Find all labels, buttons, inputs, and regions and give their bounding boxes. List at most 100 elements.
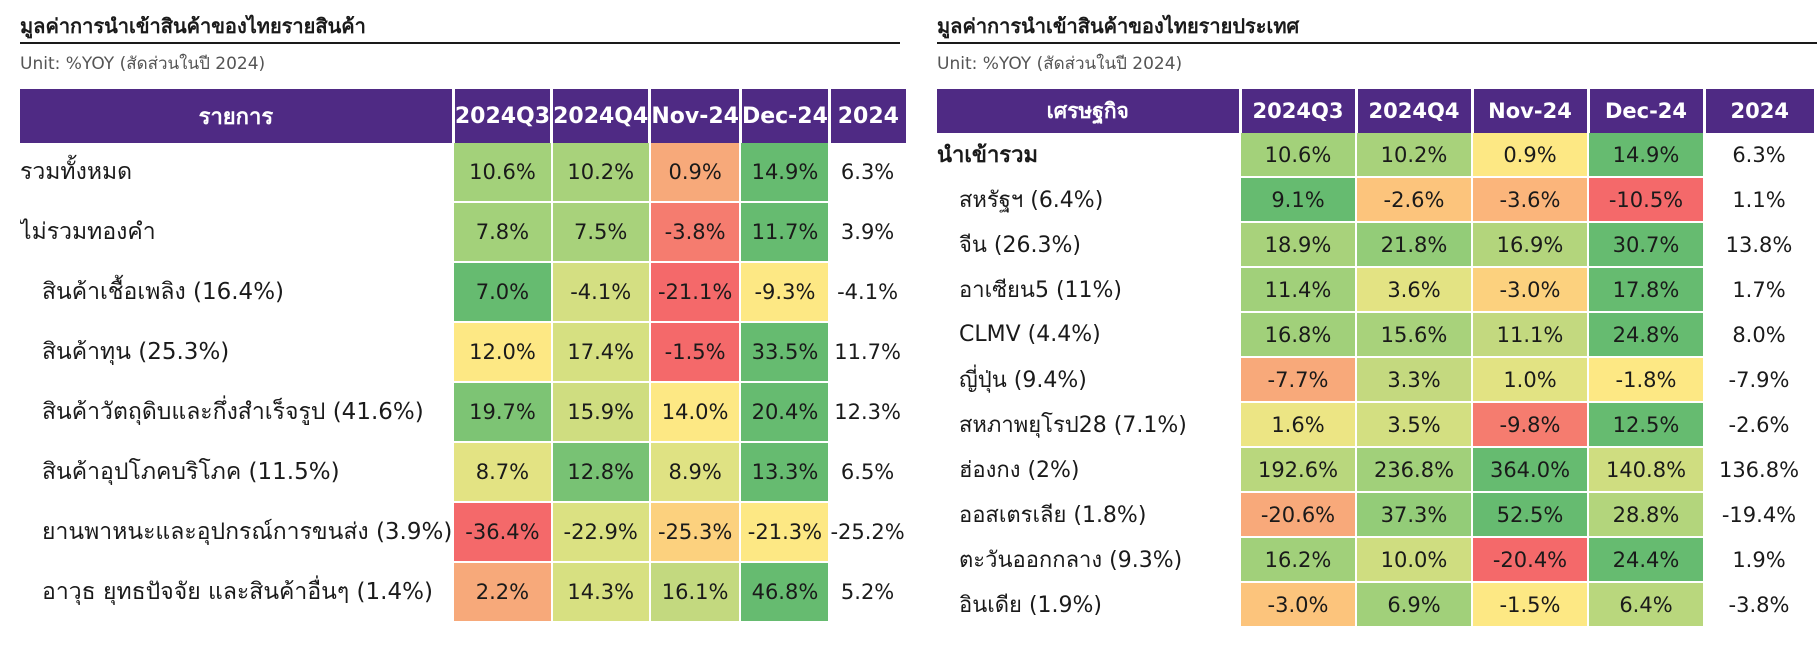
row-label: สินค้าทุน (25.3%) — [20, 322, 455, 383]
heat-cell: 12.8% — [551, 442, 651, 503]
row-label: ออสเตรเลีย (1.8%) — [937, 492, 1241, 538]
heat-cell: 8.9% — [649, 442, 742, 503]
heat-cell: 10.2% — [1356, 133, 1473, 178]
heat-cell: -20.4% — [1472, 537, 1589, 583]
table-row: อินเดีย (1.9%) -3.0% 6.9% -1.5% 6.4% -3.8% — [937, 582, 1815, 628]
heat-cell: -7.7% — [1240, 357, 1357, 403]
annual-value-cell: -7.9% — [1704, 357, 1815, 403]
table-row: จีน (26.3%) 18.9% 21.8% 16.9% 30.7% 13.8% — [937, 222, 1815, 268]
heat-cell: -36.4% — [453, 502, 553, 563]
heat-cell: 14.9% — [1588, 133, 1705, 178]
column-header: 2024 — [829, 89, 906, 143]
unit-note: Unit: %YOY (สัดส่วนในปี 2024) — [937, 54, 1183, 74]
heat-cell: 14.3% — [551, 562, 651, 623]
annual-value-cell: 136.8% — [1704, 447, 1815, 493]
heat-cell: 37.3% — [1356, 492, 1473, 538]
heat-cell: 1.0% — [1472, 357, 1589, 403]
product-imports-table: รายการ 2024Q3 2024Q4 Nov-24 Dec-24 2024 … — [20, 89, 907, 623]
heat-cell: -25.3% — [649, 502, 742, 563]
annual-value-cell: 1.1% — [1704, 177, 1815, 223]
heat-cell: 7.5% — [551, 202, 651, 263]
table-row: สินค้าทุน (25.3%) 12.0% 17.4% -1.5% 33.5% 11.… — [20, 322, 907, 383]
heat-cell: 21.8% — [1356, 222, 1473, 268]
annual-value-cell: 6.5% — [829, 442, 907, 503]
annual-value-cell: 8.0% — [1704, 312, 1815, 358]
heat-cell: 52.5% — [1472, 492, 1589, 538]
column-header: 2024 — [1704, 89, 1814, 133]
column-header: Dec-24 — [740, 89, 831, 143]
heat-cell: -1.5% — [649, 322, 742, 383]
annual-value-cell: 1.9% — [1704, 537, 1815, 583]
annual-value-cell: -19.4% — [1704, 492, 1815, 538]
header-row: เศรษฐกิจ 2024Q3 2024Q4 Nov-24 Dec-24 202… — [937, 89, 1814, 133]
row-label: อาเซียน5 (11%) — [937, 267, 1241, 313]
heat-cell: 24.4% — [1588, 537, 1705, 583]
header-row: รายการ 2024Q3 2024Q4 Nov-24 Dec-24 2024 — [20, 89, 906, 143]
heat-cell: -10.5% — [1588, 177, 1705, 223]
column-header: 2024Q4 — [551, 89, 652, 143]
title-divider — [937, 42, 1817, 44]
heat-cell: 17.8% — [1588, 267, 1705, 313]
heat-cell: 13.3% — [740, 442, 831, 503]
country-imports-table: เศรษฐกิจ 2024Q3 2024Q4 Nov-24 Dec-24 202… — [937, 89, 1815, 628]
row-label: CLMV (4.4%) — [937, 312, 1241, 358]
heat-cell: -22.9% — [551, 502, 651, 563]
column-header: Nov-24 — [649, 89, 742, 143]
annual-value-cell: -3.8% — [1704, 582, 1815, 628]
heat-cell: 8.7% — [453, 442, 553, 503]
heat-cell: 24.8% — [1588, 312, 1705, 358]
annual-value-cell: 1.7% — [1704, 267, 1815, 313]
table-row: อาเซียน5 (11%) 11.4% 3.6% -3.0% 17.8% 1.7% — [937, 267, 1815, 313]
heat-cell: 12.0% — [453, 322, 553, 383]
heat-cell: 6.9% — [1356, 582, 1473, 628]
row-label: สหภาพยุโรป28 (7.1%) — [937, 402, 1241, 448]
heat-cell: 10.2% — [551, 143, 651, 203]
table-row: ไม่รวมทองคำ 7.8% 7.5% -3.8% 11.7% 3.9% — [20, 202, 907, 263]
column-header: รายการ — [20, 89, 455, 143]
table-row: สินค้าวัตถุดิบและกึ่งสำเร็จรูป (41.6%) 19… — [20, 382, 907, 443]
heat-cell: 9.1% — [1240, 177, 1357, 223]
column-header: เศรษฐกิจ — [937, 89, 1242, 133]
heat-cell: -3.6% — [1472, 177, 1589, 223]
column-header: 2024Q3 — [453, 89, 554, 143]
column-header: Nov-24 — [1472, 89, 1590, 133]
heat-cell: -3.0% — [1240, 582, 1357, 628]
heat-cell: 30.7% — [1588, 222, 1705, 268]
panel-title: มูลค่าการนำเข้าสินค้าของไทยรายสินค้า — [20, 14, 366, 38]
table-row: สหภาพยุโรป28 (7.1%) 1.6% 3.5% -9.8% 12.5% -2.… — [937, 402, 1815, 448]
product-imports-panel: มูลค่าการนำเข้าสินค้าของไทยรายสินค้า Uni… — [20, 10, 907, 623]
title-divider — [20, 42, 900, 44]
heat-cell: -21.3% — [740, 502, 831, 563]
heat-cell: 0.9% — [1472, 133, 1589, 178]
heat-cell: -1.5% — [1472, 582, 1589, 628]
heat-cell: 10.6% — [1240, 133, 1357, 178]
annual-value-cell: 3.9% — [829, 202, 907, 263]
heat-cell: 3.6% — [1356, 267, 1473, 313]
heat-cell: 7.8% — [453, 202, 553, 263]
heat-cell: -1.8% — [1588, 357, 1705, 403]
heat-cell: -3.0% — [1472, 267, 1589, 313]
heat-cell: 15.6% — [1356, 312, 1473, 358]
heat-cell: 11.4% — [1240, 267, 1357, 313]
heat-cell: 16.8% — [1240, 312, 1357, 358]
heat-cell: 14.0% — [649, 382, 742, 443]
row-label: สินค้าวัตถุดิบและกึ่งสำเร็จรูป (41.6%) — [20, 382, 455, 443]
heat-cell: -21.1% — [649, 262, 742, 323]
annual-value-cell: 11.7% — [829, 322, 907, 383]
row-label: ฮ่องกง (2%) — [937, 447, 1241, 493]
annual-value-cell: -25.2% — [829, 502, 907, 563]
heat-cell: 10.0% — [1356, 537, 1473, 583]
heat-cell: 16.1% — [649, 562, 742, 623]
heat-cell: 28.8% — [1588, 492, 1705, 538]
column-header: Dec-24 — [1588, 89, 1706, 133]
annual-value-cell: 12.3% — [829, 382, 907, 443]
country-imports-panel: มูลค่าการนำเข้าสินค้าของไทยรายประเทศ Uni… — [937, 10, 1817, 628]
row-label: สินค้าเชื้อเพลิง (16.4%) — [20, 262, 455, 323]
heat-cell: 19.7% — [453, 382, 553, 443]
heat-cell: 16.9% — [1472, 222, 1589, 268]
heat-cell: 3.3% — [1356, 357, 1473, 403]
heat-cell: 6.4% — [1588, 582, 1705, 628]
table-row: รวมทั้งหมด 10.6% 10.2% 0.9% 14.9% 6.3% — [20, 143, 907, 203]
heat-cell: 14.9% — [740, 143, 831, 203]
row-label: รวมทั้งหมด — [20, 143, 455, 203]
